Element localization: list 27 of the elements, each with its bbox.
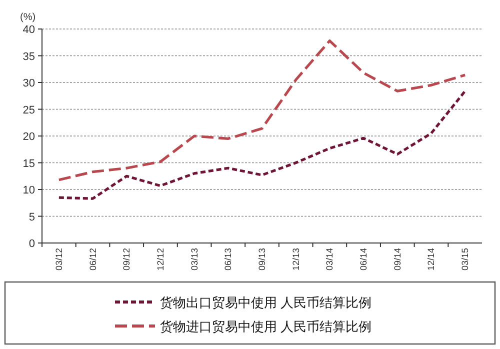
x-tick-label: 03/14	[324, 248, 335, 271]
y-tick-label: 25	[22, 104, 35, 116]
x-tick-label: 12/14	[426, 248, 436, 271]
y-tick-label: 20	[22, 131, 35, 143]
legend-label: 货物出口贸易中使用 人民币结算比例	[160, 295, 372, 310]
legend-label: 货物进口贸易中使用 人民币结算比例	[160, 319, 372, 334]
y-tick-label: 40	[22, 24, 35, 36]
y-tick-label: 15	[22, 158, 35, 170]
y-tick-label: 5	[28, 211, 35, 224]
line-series	[58, 39, 466, 182]
line-series	[58, 90, 466, 200]
y-tick-label: 0	[28, 238, 35, 250]
x-tick-label: 03/15	[460, 248, 470, 271]
x-tick-label: 06/12	[88, 248, 98, 271]
y-tick-label: 10	[22, 184, 35, 196]
x-tick-label: 03/12	[54, 248, 64, 271]
y-tick-label: 35	[22, 50, 35, 63]
y-axis-title: (%)	[20, 12, 36, 23]
x-tick-label: 06/14	[358, 248, 369, 271]
x-tick-label: 03/13	[189, 248, 200, 271]
x-tick-label: 09/14	[392, 248, 402, 271]
x-tick-label: 06/13	[223, 248, 234, 271]
y-tick-label: 30	[22, 78, 35, 90]
x-tick-label: 12/13	[290, 248, 301, 271]
x-tick-label: 09/12	[122, 248, 132, 271]
x-tick-label: 09/13	[257, 248, 267, 271]
x-tick-label: 12/12	[155, 248, 166, 271]
